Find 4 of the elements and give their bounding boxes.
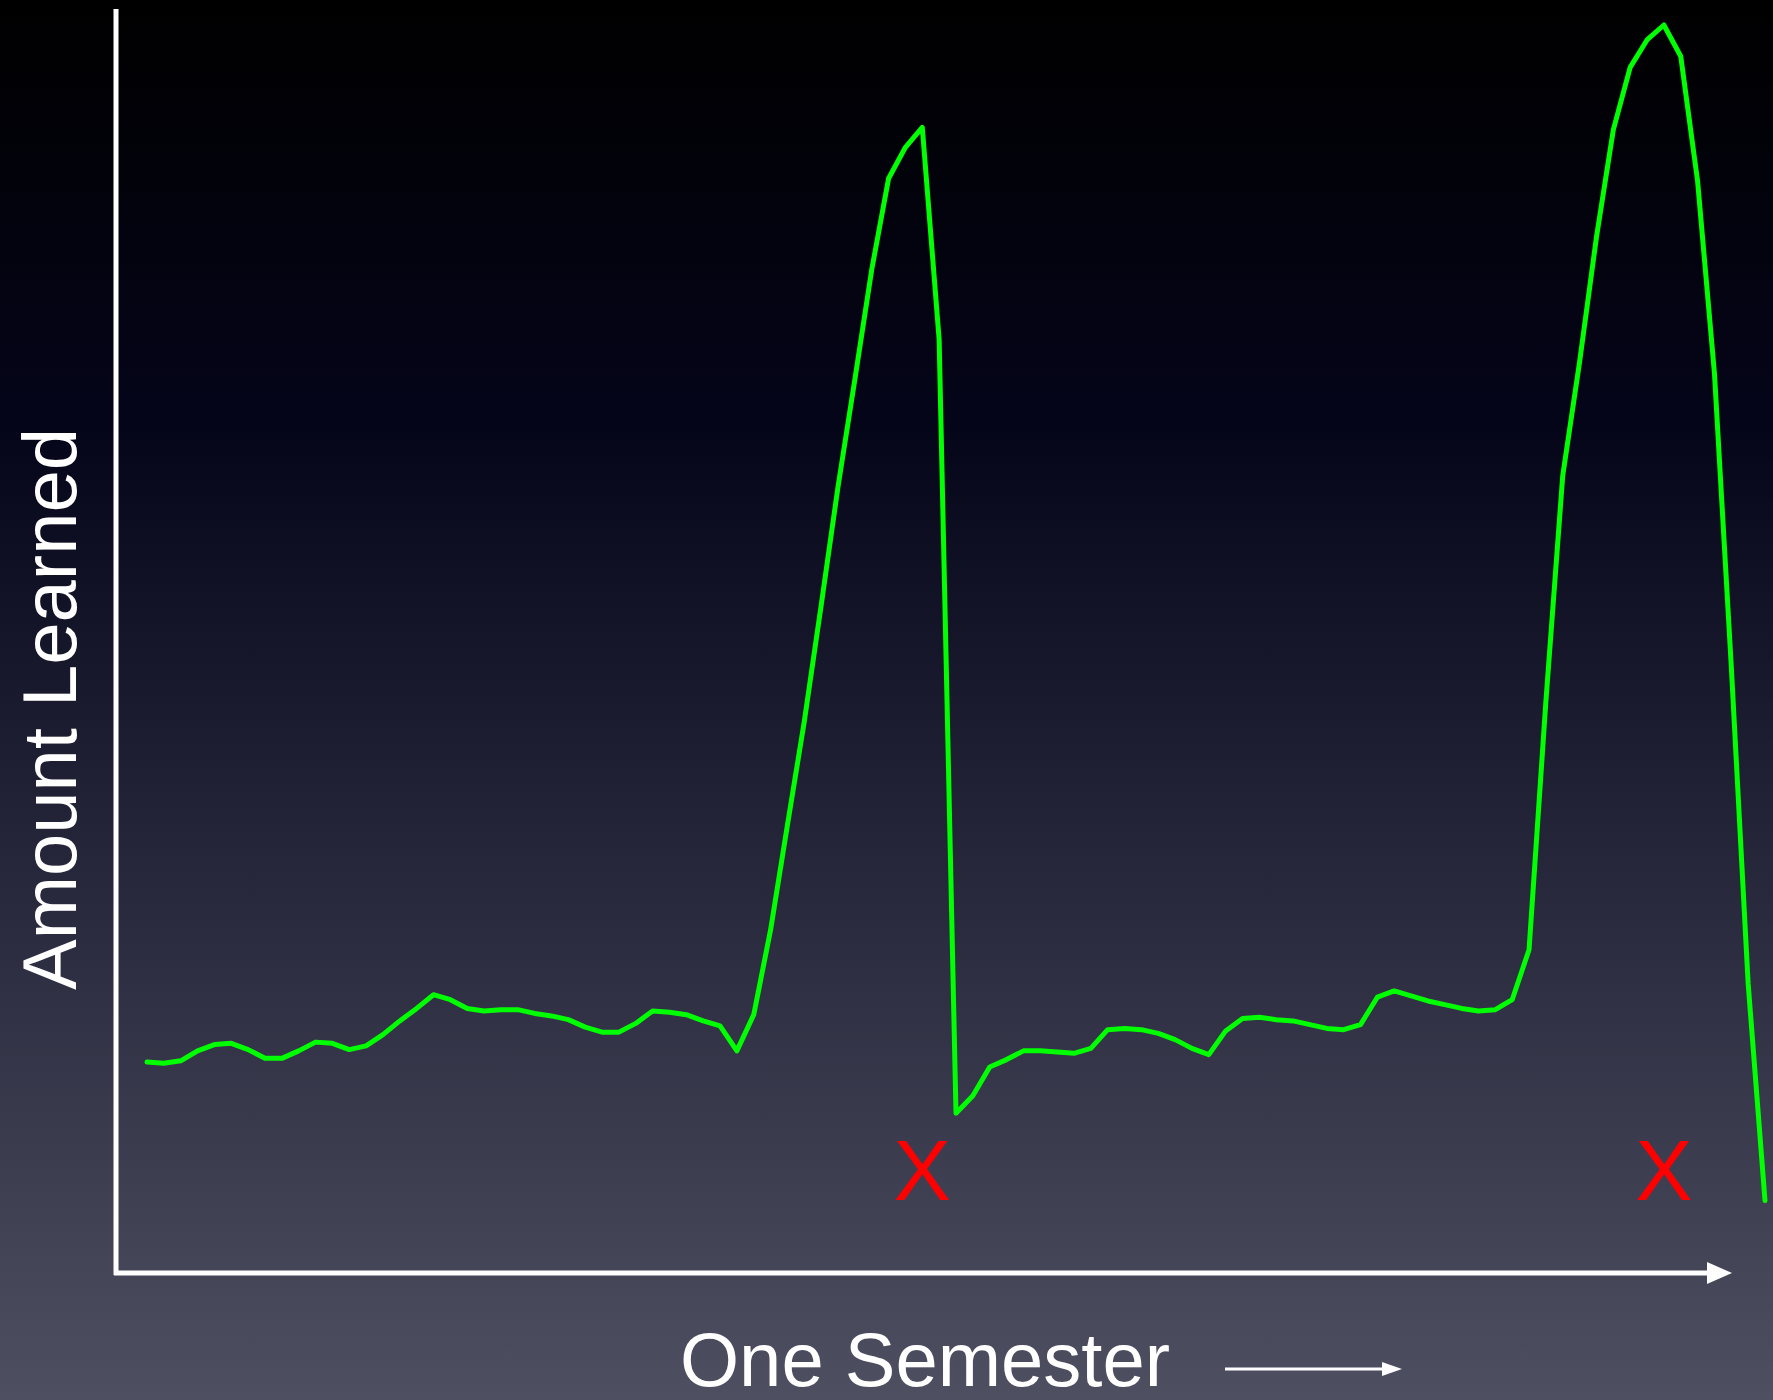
- y-axis-title: Amount Learned: [7, 428, 92, 990]
- annotation: X: [1635, 1122, 1693, 1218]
- annotation: X: [893, 1122, 951, 1218]
- x-axis-title: One Semester: [680, 1317, 1170, 1400]
